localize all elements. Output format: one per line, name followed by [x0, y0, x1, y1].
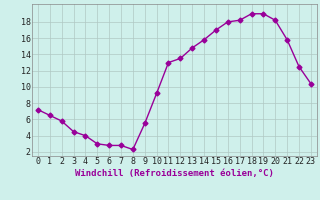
- X-axis label: Windchill (Refroidissement éolien,°C): Windchill (Refroidissement éolien,°C): [75, 169, 274, 178]
